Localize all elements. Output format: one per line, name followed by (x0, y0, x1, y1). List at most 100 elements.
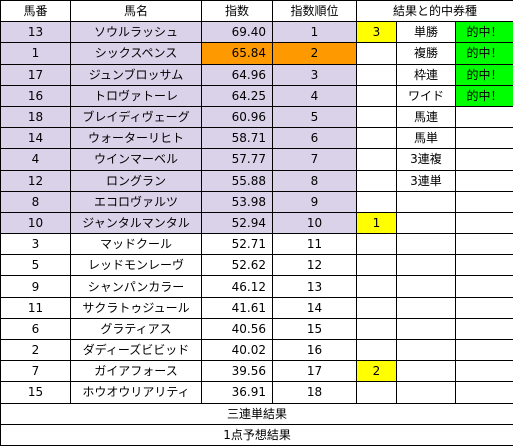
horse-name-cell: ソウルラッシュ (71, 22, 202, 43)
horse-name-cell: ホウオウリアリティ (71, 382, 202, 403)
horse-name-cell: ジュンブロッサム (71, 64, 202, 85)
rank-cell: 6 (273, 128, 357, 149)
rank-cell: 18 (273, 382, 357, 403)
table-row: 16 トロヴァトーレ 64.25 4 ワイド 的中！ (1, 85, 513, 106)
footer-row-sanrentan: 三連単結果 (1, 403, 513, 424)
finish-cell: 2 (357, 361, 397, 382)
ticket-type-cell: 単勝 (397, 22, 456, 43)
index-cell: 64.25 (202, 85, 273, 106)
umaban-cell: 2 (1, 340, 71, 361)
hit-cell (456, 361, 513, 382)
horse-name-cell: ダディーズビビッド (71, 340, 202, 361)
horse-name-cell: シックスペンス (71, 43, 202, 64)
hit-cell (456, 106, 513, 127)
index-cell: 52.62 (202, 255, 273, 276)
hit-cell (456, 382, 513, 403)
index-cell: 36.91 (202, 382, 273, 403)
umaban-cell: 7 (1, 361, 71, 382)
umaban-cell: 11 (1, 297, 71, 318)
horse-name-cell: ウォーターリヒト (71, 128, 202, 149)
index-cell: 55.88 (202, 170, 273, 191)
ticket-type-cell (397, 255, 456, 276)
table-row: 15 ホウオウリアリティ 36.91 18 (1, 382, 513, 403)
umaban-cell: 1 (1, 43, 71, 64)
umaban-cell: 3 (1, 234, 71, 255)
index-cell: 64.96 (202, 64, 273, 85)
rank-cell: 8 (273, 170, 357, 191)
finish-cell (357, 340, 397, 361)
finish-cell (357, 297, 397, 318)
rank-cell: 9 (273, 191, 357, 212)
finish-cell (357, 128, 397, 149)
ticket-type-cell (397, 318, 456, 339)
umaban-cell: 9 (1, 276, 71, 297)
hit-cell: 的中！ (456, 64, 513, 85)
horse-name-cell: ロングラン (71, 170, 202, 191)
ticket-type-cell: 馬連 (397, 106, 456, 127)
table-row: 4 ウインマーベル 57.77 7 3連複 (1, 149, 513, 170)
ticket-type-cell (397, 382, 456, 403)
table-row: 8 エコロヴァルツ 53.98 9 (1, 191, 513, 212)
hit-cell (456, 149, 513, 170)
hit-cell (456, 255, 513, 276)
finish-cell (357, 43, 397, 64)
hit-cell: 的中！ (456, 85, 513, 106)
header-result: 結果と的中券種 (357, 1, 513, 22)
hit-cell (456, 191, 513, 212)
horse-name-cell: シャンパンカラー (71, 276, 202, 297)
header-row: 馬番 馬名 指数 指数順位 結果と的中券種 (1, 1, 513, 22)
table-row: 13 ソウルラッシュ 69.40 1 3 単勝 的中！ (1, 22, 513, 43)
umaban-cell: 5 (1, 255, 71, 276)
table-row: 2 ダディーズビビッド 40.02 16 (1, 340, 513, 361)
horse-name-cell: トロヴァトーレ (71, 85, 202, 106)
horse-name-cell: レッドモンレーヴ (71, 255, 202, 276)
finish-cell: 3 (357, 22, 397, 43)
table-row: 6 グラティアス 40.56 15 (1, 318, 513, 339)
finish-cell (357, 64, 397, 85)
table-row: 14 ウォーターリヒト 58.71 6 馬単 (1, 128, 513, 149)
table-row: 10 ジャンタルマンタル 52.94 10 1 (1, 212, 513, 233)
hit-cell (456, 128, 513, 149)
footer-row-one-point: 1点予想結果 (1, 424, 513, 445)
umaban-cell: 4 (1, 149, 71, 170)
umaban-cell: 15 (1, 382, 71, 403)
index-cell: 69.40 (202, 22, 273, 43)
rank-cell: 11 (273, 234, 357, 255)
hit-cell: 的中！ (456, 22, 513, 43)
table-row: 17 ジュンブロッサム 64.96 3 枠連 的中！ (1, 64, 513, 85)
rank-cell: 10 (273, 212, 357, 233)
rank-cell: 17 (273, 361, 357, 382)
finish-cell (357, 318, 397, 339)
header-shisu: 指数 (202, 1, 273, 22)
rank-cell: 2 (273, 43, 357, 64)
umaban-cell: 18 (1, 106, 71, 127)
umaban-cell: 12 (1, 170, 71, 191)
one-point-result-label: 1点予想結果 (1, 424, 513, 445)
ticket-type-cell (397, 191, 456, 212)
ticket-type-cell (397, 276, 456, 297)
sanrentan-result-label: 三連単結果 (1, 403, 513, 424)
hit-cell (456, 212, 513, 233)
umaban-cell: 13 (1, 22, 71, 43)
rank-cell: 15 (273, 318, 357, 339)
finish-cell (357, 255, 397, 276)
rank-cell: 14 (273, 297, 357, 318)
index-cell: 40.56 (202, 318, 273, 339)
horse-name-cell: ブレイディヴェーグ (71, 106, 202, 127)
hit-cell (456, 340, 513, 361)
rank-cell: 5 (273, 106, 357, 127)
finish-cell (357, 382, 397, 403)
ticket-type-cell: 枠連 (397, 64, 456, 85)
ticket-type-cell: 複勝 (397, 43, 456, 64)
umaban-cell: 17 (1, 64, 71, 85)
rank-cell: 3 (273, 64, 357, 85)
finish-cell (357, 106, 397, 127)
umaban-cell: 8 (1, 191, 71, 212)
index-cell: 60.96 (202, 106, 273, 127)
umaban-cell: 16 (1, 85, 71, 106)
index-cell: 58.71 (202, 128, 273, 149)
ticket-type-cell: 3連複 (397, 149, 456, 170)
table-row: 5 レッドモンレーヴ 52.62 12 (1, 255, 513, 276)
finish-cell (357, 234, 397, 255)
